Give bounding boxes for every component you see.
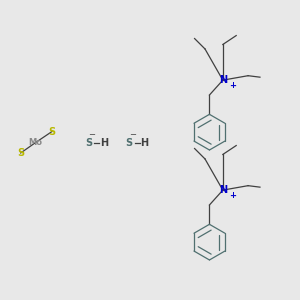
- Text: −: −: [88, 130, 95, 139]
- Text: Mo: Mo: [28, 138, 43, 147]
- Text: S: S: [126, 138, 133, 148]
- Text: S: S: [48, 127, 56, 136]
- Text: −: −: [129, 130, 136, 139]
- Text: +: +: [229, 81, 236, 90]
- Text: H: H: [100, 138, 108, 148]
- Text: N: N: [219, 185, 227, 195]
- Text: S: S: [17, 148, 24, 158]
- Text: S: S: [85, 138, 93, 148]
- Text: +: +: [229, 191, 236, 200]
- Text: H: H: [140, 138, 148, 148]
- Text: N: N: [219, 75, 227, 85]
